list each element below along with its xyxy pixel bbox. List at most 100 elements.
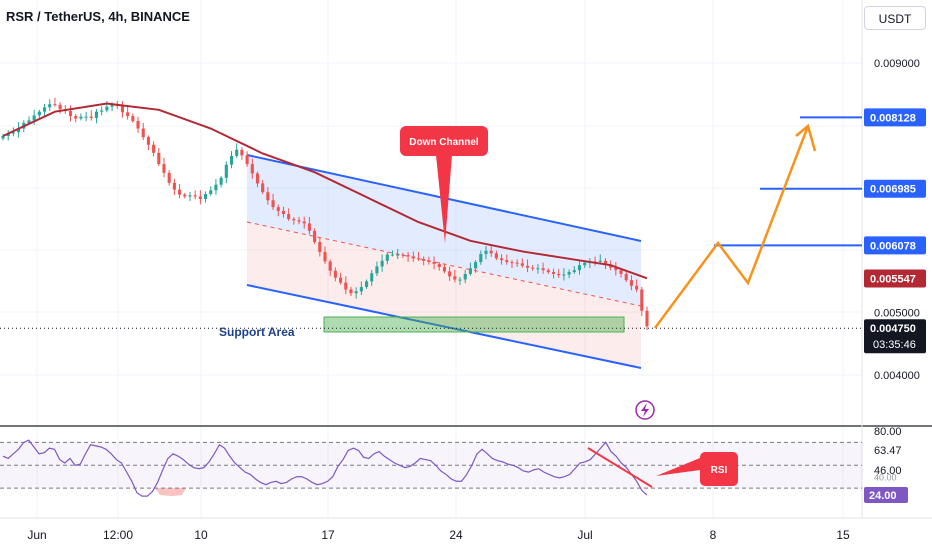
moving-average-line — [2, 102, 648, 280]
rsi-tick-label: 80.00 — [874, 426, 902, 438]
candle-up — [48, 104, 52, 108]
candle-down — [448, 271, 452, 277]
candle-down — [250, 164, 254, 174]
candle-down — [183, 194, 187, 197]
channel-lower-line — [246, 284, 642, 369]
price-badge-label: 0.006985 — [870, 184, 916, 196]
candle-down — [167, 172, 171, 183]
candle-down — [58, 104, 62, 110]
candle-down — [74, 116, 78, 119]
candle-up — [1, 136, 5, 139]
candle-down — [89, 116, 93, 118]
candle-down — [152, 144, 156, 153]
down-channel-label: Down Channel — [409, 137, 479, 148]
candle-up — [354, 291, 358, 294]
candle-down — [126, 112, 130, 117]
candle-down — [328, 261, 332, 271]
candle-down — [297, 220, 301, 222]
candle-up — [463, 273, 467, 280]
candle-up — [380, 260, 384, 267]
candle-down — [525, 265, 530, 268]
candle-down — [520, 263, 524, 266]
rsi-tick-label: 40.00 — [874, 473, 897, 483]
rsi-tick-label: 63.47 — [874, 445, 902, 457]
candle-down — [281, 210, 286, 215]
candle-down — [645, 310, 649, 327]
candle-down — [411, 256, 415, 259]
candle-down — [302, 221, 306, 224]
time-tick-label: 12:00 — [103, 528, 133, 542]
candle-up — [229, 155, 234, 165]
time-tick-label: Jul — [577, 528, 592, 542]
candle-down — [193, 195, 197, 197]
candle-down — [287, 214, 291, 219]
candle-down — [136, 121, 140, 129]
projection-overlay — [653, 116, 862, 329]
candle-up — [458, 279, 462, 281]
axis-layer: 0.004000 0.005000 0.009000 0.008128 0.006985… — [27, 58, 926, 542]
candle-down — [624, 273, 628, 281]
candle-down — [635, 285, 639, 290]
last-price-label: 0.004750 — [870, 323, 916, 335]
time-tick-label: 10 — [194, 528, 208, 542]
price-badge — [864, 236, 926, 255]
candle-down — [333, 270, 337, 278]
candle-down — [416, 258, 421, 260]
moving-average-series — [0, 102, 862, 329]
candle-down — [406, 255, 410, 257]
projection-arrowhead — [795, 123, 817, 152]
candle-down — [172, 182, 176, 190]
price-badge — [864, 269, 926, 288]
rsi-value-badge — [864, 487, 908, 503]
candle-down — [401, 254, 405, 256]
candle-up — [359, 287, 363, 292]
candle-down — [489, 250, 493, 254]
candle-down — [614, 267, 618, 271]
candle-down — [245, 155, 249, 165]
time-tick-label: 15 — [836, 528, 850, 542]
candle-up — [188, 195, 192, 197]
candle-down — [422, 258, 426, 261]
rsi-tick-label: 46.00 — [874, 465, 902, 477]
candle-up — [214, 184, 218, 191]
candle-down — [427, 260, 431, 263]
rsi-callout-label: RSI — [711, 465, 728, 476]
candle-up — [79, 116, 83, 119]
candle-down — [266, 192, 270, 201]
candle-up — [583, 262, 587, 266]
rsi-value-label: 24.00 — [869, 490, 897, 502]
candle-up — [390, 254, 395, 256]
candle-down — [53, 104, 57, 106]
candle-up — [577, 265, 582, 271]
price-badge — [864, 179, 926, 198]
price-badge — [864, 108, 926, 127]
candle-up — [536, 268, 540, 270]
candle-up — [385, 254, 389, 261]
candle-down — [146, 137, 150, 145]
candle-up — [100, 110, 104, 112]
price-badge-label: 0.005547 — [870, 273, 916, 285]
annotation-layer: Down Channel Support Area RSI — [219, 126, 738, 486]
candle-down — [546, 270, 550, 273]
down-channel-callout — [400, 126, 488, 156]
time-tick-label: 8 — [710, 528, 717, 542]
candle-up — [364, 281, 369, 288]
candle-up — [224, 164, 228, 178]
currency-selector[interactable]: USDT — [864, 6, 926, 30]
candle-down — [157, 152, 161, 165]
rsi-line — [2, 439, 648, 497]
candle-down — [141, 128, 145, 138]
candle-down — [323, 252, 327, 262]
candle-down — [307, 223, 311, 231]
candle-down — [240, 149, 244, 156]
candle-down — [515, 262, 519, 264]
candle-down — [619, 270, 623, 274]
projection-path — [653, 125, 810, 329]
candle-down — [541, 268, 545, 271]
candle-up — [468, 268, 472, 274]
rsi-callout — [700, 452, 738, 486]
candle-down — [442, 267, 447, 272]
candle-down — [510, 262, 514, 264]
candle-up — [11, 132, 15, 134]
